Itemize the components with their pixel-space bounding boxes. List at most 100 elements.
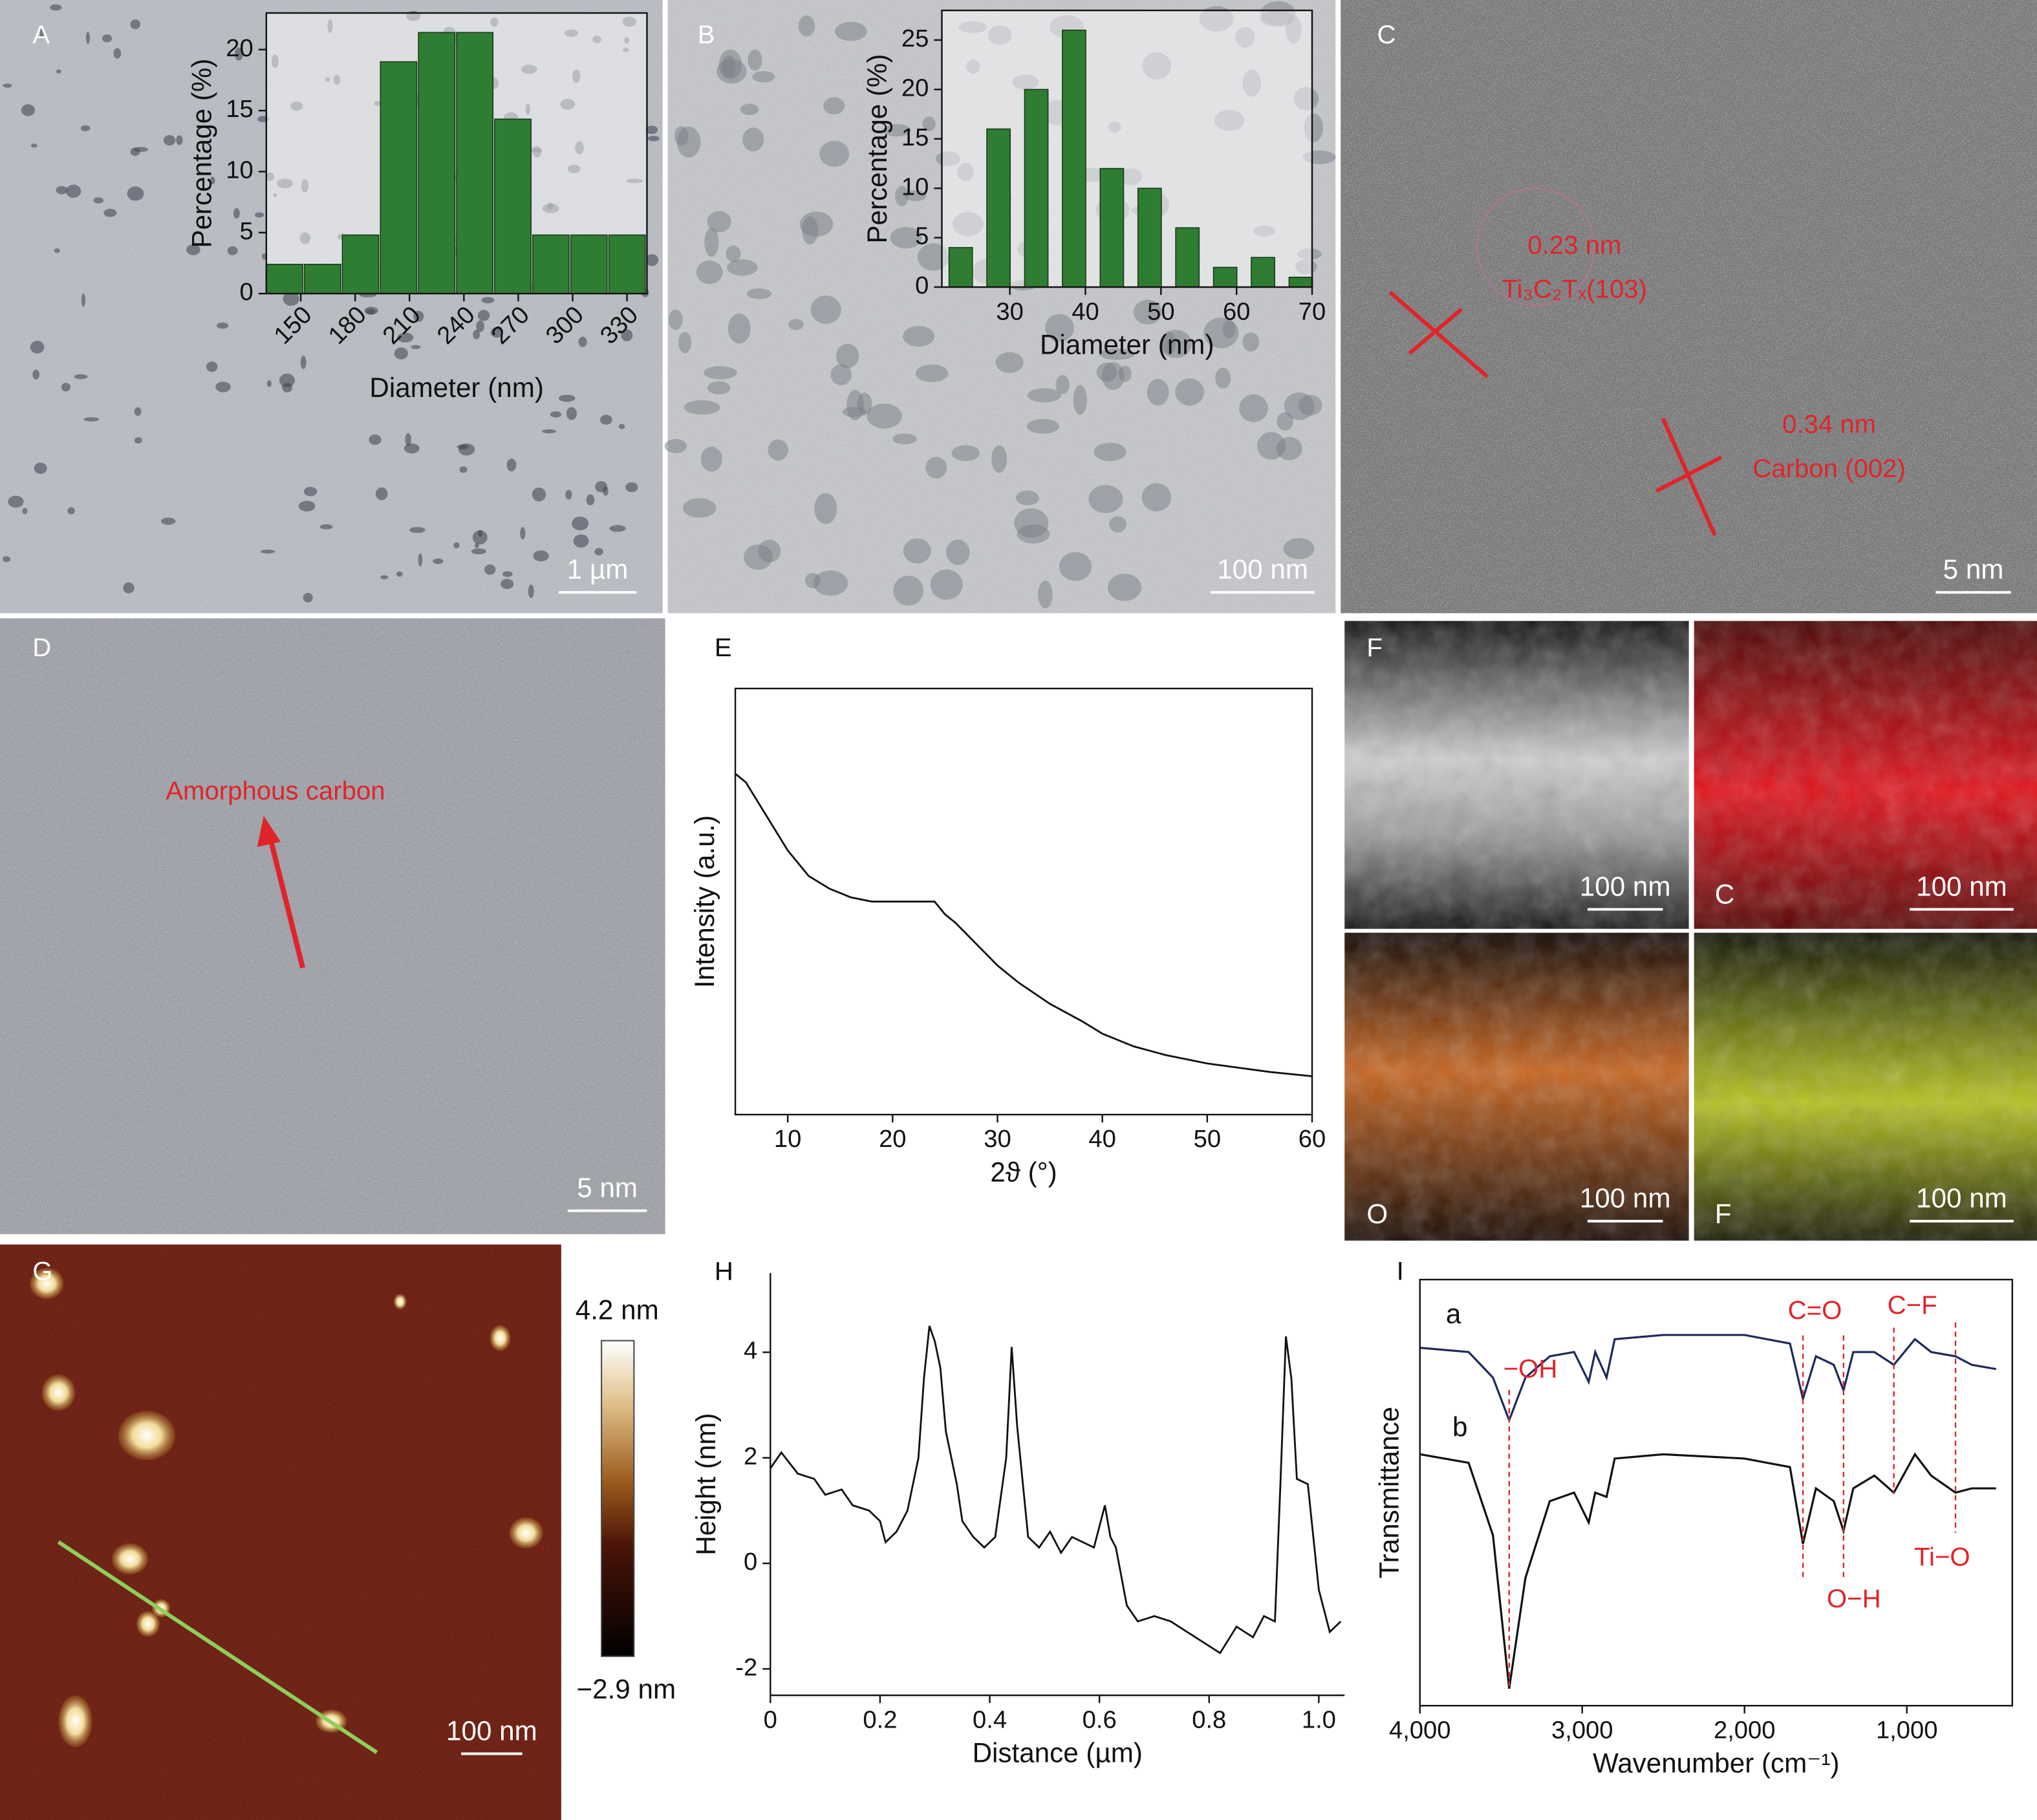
lattice-spacing: 0.34 nm	[1782, 410, 1876, 439]
particle	[476, 320, 484, 332]
particle	[1283, 538, 1315, 559]
particle	[1203, 317, 1239, 348]
particle	[22, 508, 28, 515]
panel-label: A	[32, 20, 50, 49]
bar	[948, 247, 973, 288]
particle	[369, 434, 382, 445]
particle	[261, 549, 275, 554]
texture	[1344, 932, 1689, 1241]
colorbar	[601, 1340, 635, 1657]
particle	[364, 306, 378, 315]
particle	[1045, 314, 1074, 342]
particle	[683, 498, 717, 518]
x-tick-label: 3,000	[1551, 1716, 1613, 1744]
particle	[533, 550, 549, 562]
scale-bar-label: 100 nm	[1580, 1183, 1671, 1214]
bar	[1212, 266, 1238, 288]
x-tick-label: 0.2	[863, 1706, 897, 1733]
y-tick-label: 0	[240, 278, 253, 306]
particle	[303, 487, 318, 497]
particle	[707, 381, 731, 394]
particle	[186, 244, 200, 255]
particle	[1298, 394, 1322, 416]
line	[1419, 1452, 1996, 1689]
panel-label: C	[1377, 20, 1396, 49]
particle	[86, 31, 91, 45]
y-tick-label: 15	[901, 123, 929, 151]
particle	[103, 208, 117, 217]
particle	[857, 392, 872, 415]
particle	[528, 584, 534, 598]
y-axis-label: Height (nm)	[691, 1413, 721, 1555]
particle	[3, 556, 11, 562]
particle	[457, 444, 469, 449]
scale-bar-label: 5 nm	[1943, 554, 2004, 584]
particle	[1096, 362, 1117, 382]
particle	[298, 500, 316, 512]
particle	[678, 332, 692, 354]
particle	[799, 211, 834, 237]
x-tick-label: 0.4	[973, 1706, 1007, 1733]
particle	[216, 322, 229, 329]
particle	[890, 227, 922, 249]
particle	[80, 125, 91, 132]
lattice-marker	[1408, 307, 1463, 355]
particle	[798, 15, 815, 37]
x-tick-label: 4,000	[1389, 1716, 1450, 1744]
particle	[835, 21, 867, 41]
particle	[676, 126, 701, 158]
particle	[867, 403, 902, 429]
colorbar-max: 4.2 nm	[576, 1295, 659, 1325]
particle	[30, 1268, 64, 1300]
particle	[594, 548, 603, 555]
particle	[30, 341, 45, 354]
x-axis-label: 2ϑ (°)	[990, 1157, 1057, 1188]
particle	[647, 136, 660, 142]
element-label: F	[1715, 1199, 1732, 1229]
particle	[472, 530, 488, 545]
plot-frame	[734, 687, 1313, 1116]
element-label: C	[1715, 879, 1734, 910]
lattice-markers	[1388, 290, 1723, 537]
x-tick-label: 0.6	[1083, 1706, 1117, 1733]
bar	[494, 118, 532, 294]
particle	[56, 186, 68, 195]
particle	[210, 177, 215, 185]
particle	[1159, 330, 1192, 358]
particle	[394, 347, 408, 359]
particle	[1256, 432, 1286, 460]
particle	[8, 495, 24, 508]
scale-bar-label: 100 nm	[1916, 1183, 2007, 1214]
particle	[1094, 442, 1126, 462]
y-tick-label: 10	[226, 156, 253, 184]
particle	[814, 493, 837, 524]
bar	[380, 61, 418, 294]
series-label: a	[1446, 1299, 1461, 1329]
particle	[558, 394, 576, 402]
x-tick-label: 10	[774, 1125, 801, 1153]
particle	[1027, 388, 1062, 403]
particle	[130, 147, 140, 156]
particle	[578, 336, 587, 347]
particle	[130, 19, 140, 30]
particle	[113, 48, 122, 59]
particle	[664, 439, 687, 453]
particle	[746, 288, 772, 299]
particle	[550, 411, 562, 418]
particle	[233, 208, 240, 219]
particle	[136, 1611, 160, 1637]
texture	[1694, 621, 2037, 929]
x-tick-label: 40	[1072, 297, 1099, 325]
particle	[206, 361, 218, 372]
x-tick-label: 50	[1194, 1125, 1221, 1153]
particle	[991, 445, 1008, 473]
peak-label: Ti−O	[1914, 1543, 1970, 1572]
particle	[813, 570, 848, 596]
x-tick-label: 20	[879, 1125, 906, 1153]
particle	[474, 542, 479, 548]
particle	[895, 186, 909, 207]
particle	[1141, 483, 1172, 512]
particle	[506, 458, 517, 472]
bar	[1099, 167, 1125, 288]
particle	[433, 558, 444, 564]
